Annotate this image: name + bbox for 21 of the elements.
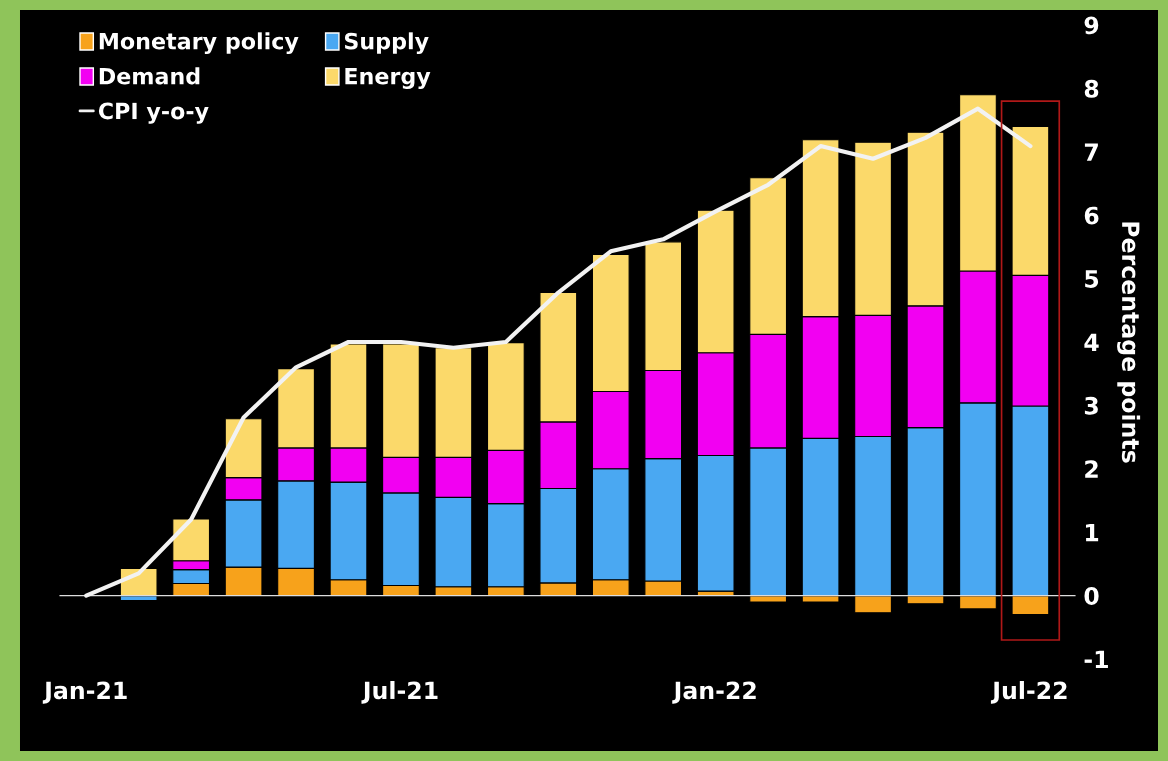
x-tick-label: Jan-22	[672, 681, 756, 704]
y-tick-label: 4	[1084, 333, 1099, 351]
y-tick-label: -1	[1084, 650, 1108, 668]
y-tick-label: 7	[1084, 143, 1098, 161]
y-tick-label: 3	[1084, 396, 1098, 415]
x-tick-label: Jul-22	[990, 681, 1067, 704]
y-tick-label: 9	[1084, 16, 1099, 35]
legend-label: Energy	[345, 68, 431, 90]
legend-label: Demand	[99, 67, 200, 85]
y-tick-label: 8	[1084, 79, 1099, 98]
y-tick-label: 5	[1085, 270, 1099, 288]
y-tick-label: 1	[1086, 523, 1099, 542]
y-tick-label: 6	[1084, 206, 1099, 225]
legend-label: Supply	[344, 32, 429, 54]
x-tick-label: Jul-21	[361, 681, 438, 704]
y-tick-label: 2	[1085, 460, 1098, 478]
y-axis-title: Percentage points	[1117, 222, 1141, 463]
legend-label: CPI y-o-y	[98, 102, 209, 124]
y-tick-label: 0	[1084, 587, 1099, 605]
legend-label: Monetary policy	[99, 32, 299, 54]
x-tick-label: Jan-21	[42, 681, 127, 704]
